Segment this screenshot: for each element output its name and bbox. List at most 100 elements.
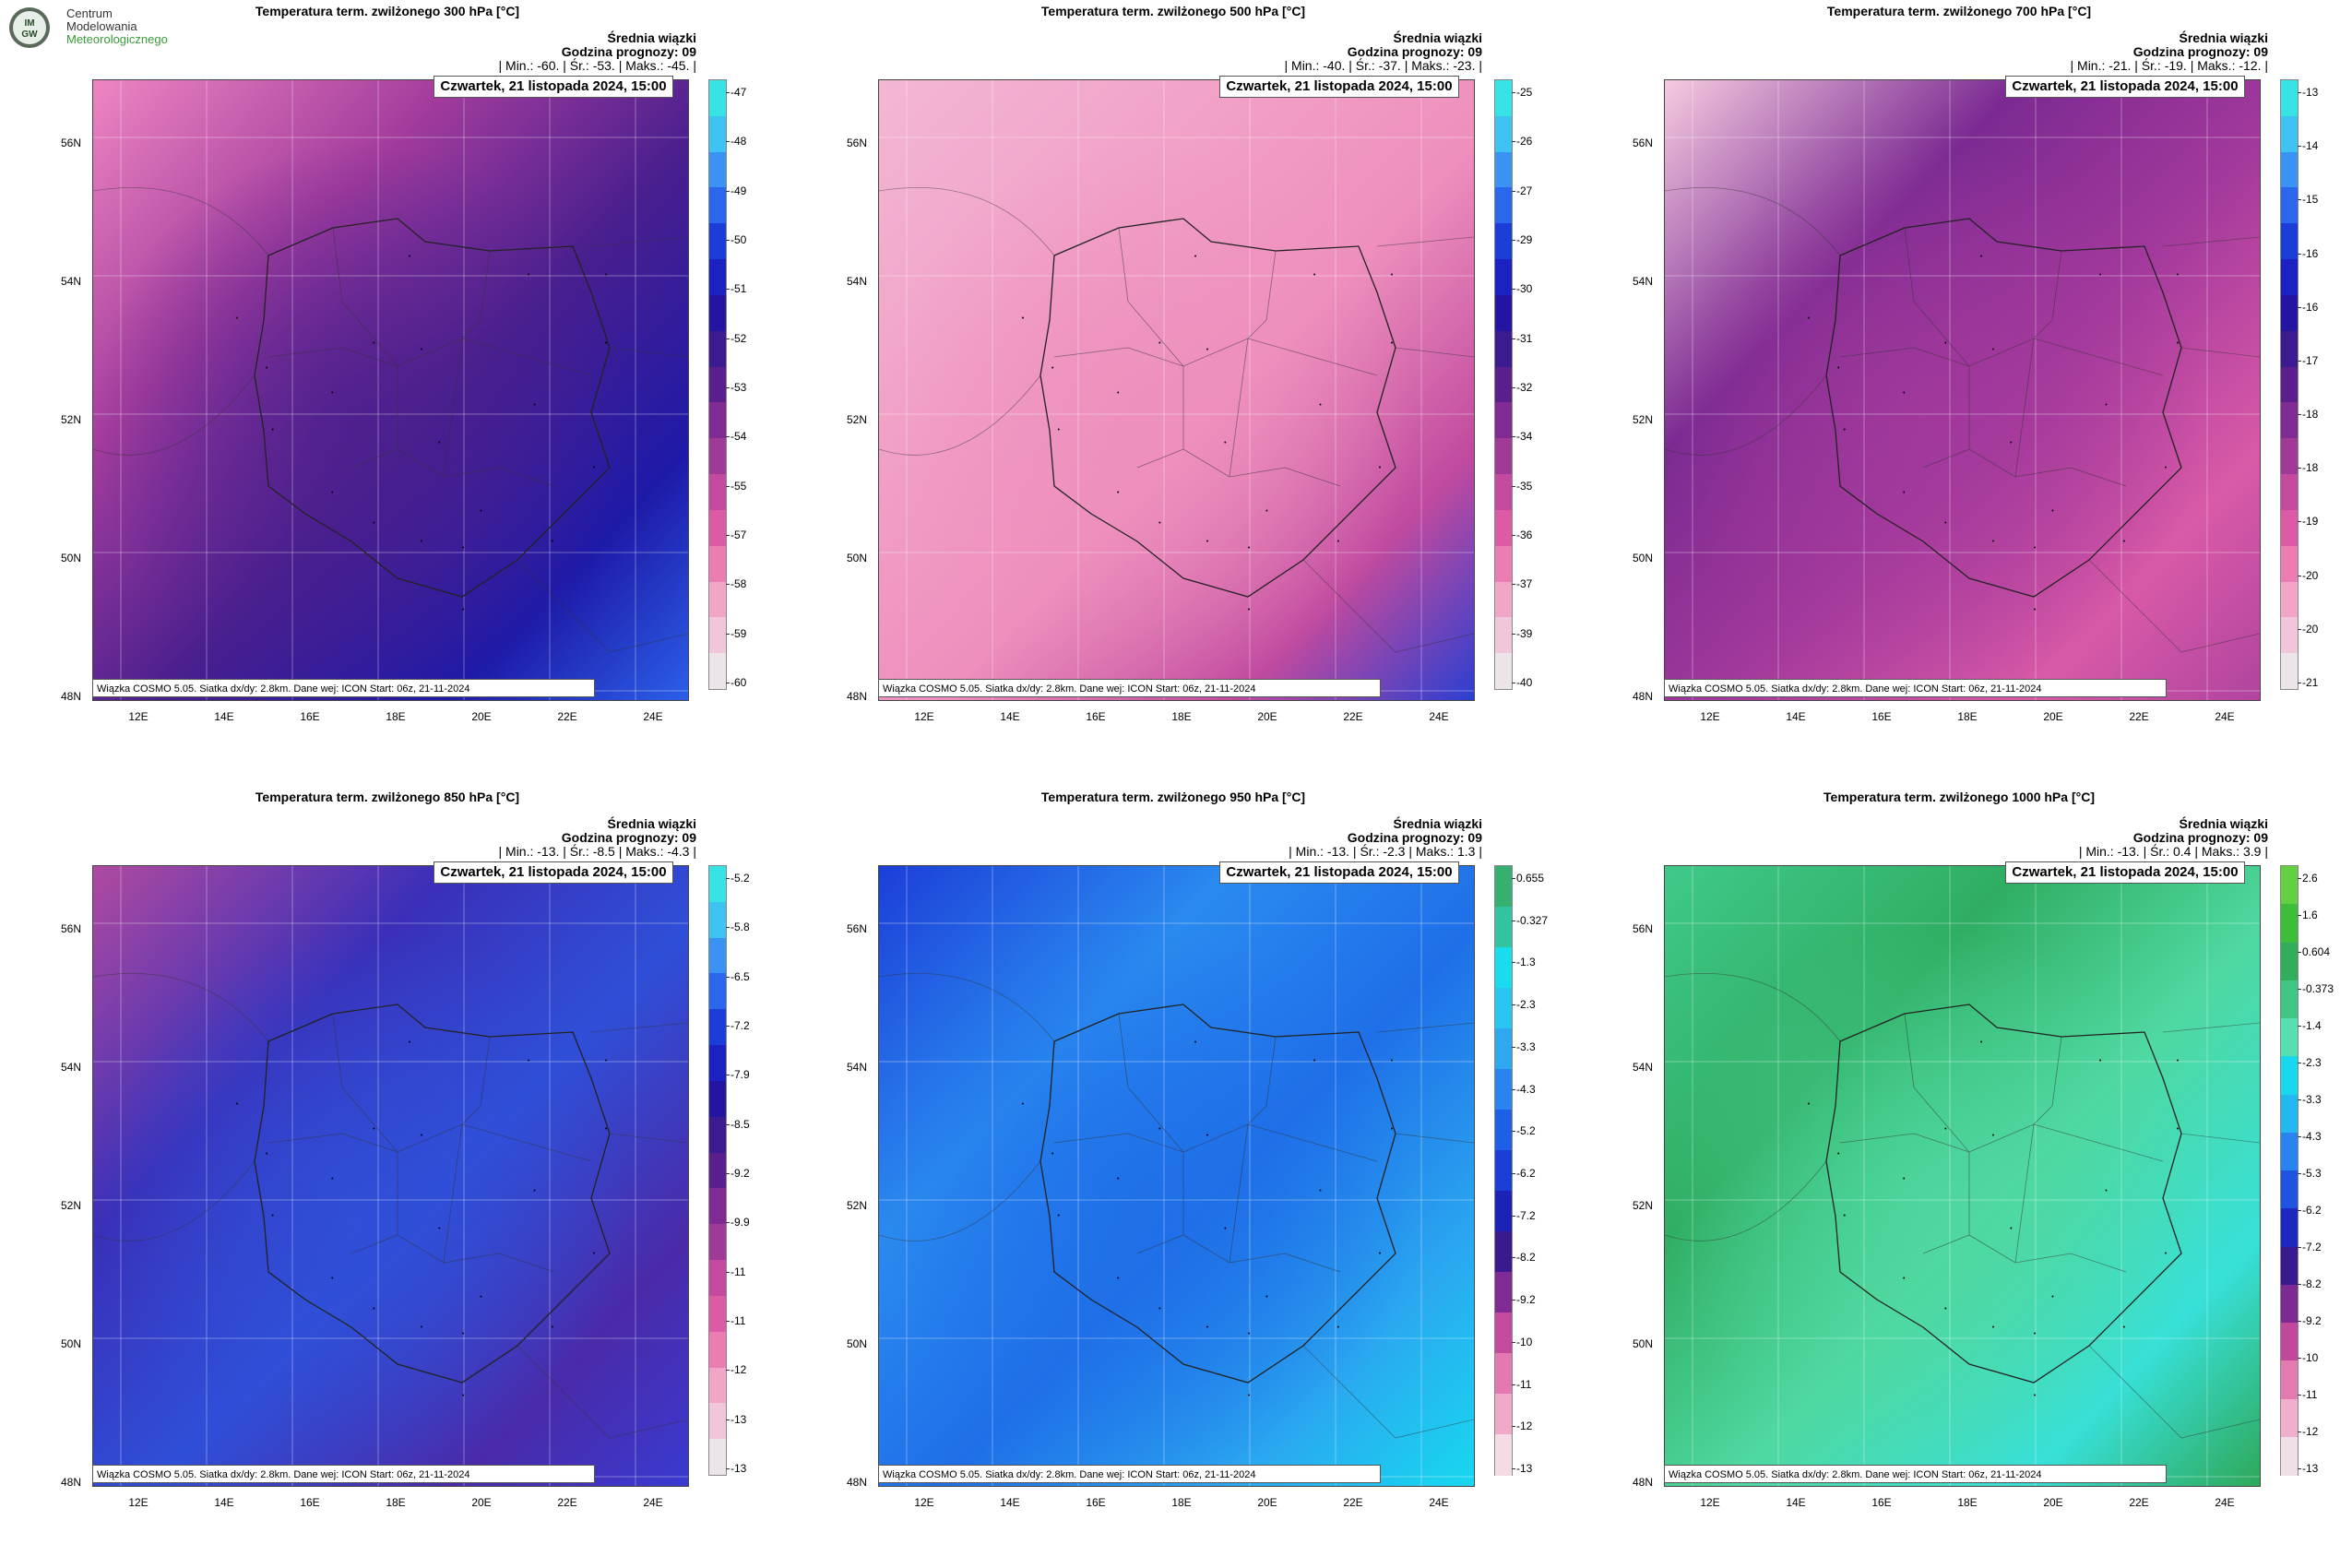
city-marker: • bbox=[1158, 340, 1161, 348]
poland-border bbox=[254, 1004, 611, 1384]
colorbar-label: -53 bbox=[731, 381, 747, 394]
lat-label: 48N bbox=[1632, 1476, 1653, 1489]
panel-title: Temperatura term. zwilżonego 700 hPa [°C… bbox=[1826, 4, 2092, 18]
map-area: • • • • • • • • • • • • • • • • • • • • bbox=[92, 865, 689, 1487]
colorbar-label: -20 bbox=[2302, 568, 2319, 582]
lon-label: 20E bbox=[1257, 1496, 1277, 1509]
city-marker: • bbox=[2051, 507, 2054, 515]
forecast-hour: Godzina prognozy: 09 bbox=[2132, 44, 2268, 59]
lon-label: 14E bbox=[1000, 1496, 1020, 1509]
city-marker: • bbox=[2122, 539, 2126, 546]
city-marker: • bbox=[1265, 1293, 1268, 1301]
stats-title: Średnia wiązki bbox=[1393, 30, 1482, 45]
colorbar-label: -13 bbox=[2302, 1462, 2319, 1475]
colorbar-label: -5.2 bbox=[731, 872, 750, 885]
lon-label: 12E bbox=[914, 710, 934, 723]
city-marker: • bbox=[604, 272, 608, 279]
city-marker: • bbox=[1117, 1275, 1120, 1282]
colorbar-label: -37 bbox=[1516, 577, 1533, 591]
city-marker: • bbox=[533, 1188, 536, 1195]
city-marker: • bbox=[2033, 1331, 2037, 1337]
city-marker: • bbox=[1903, 489, 1906, 496]
lat-label: 56N bbox=[1632, 922, 1653, 935]
lon-label: 22E bbox=[1343, 1496, 1363, 1509]
colorbar-label: -12 bbox=[2302, 1425, 2319, 1438]
colorbar-label: -16 bbox=[2302, 246, 2319, 260]
colorbar-label: -8.2 bbox=[1516, 1251, 1536, 1265]
colorbar-label: -10 bbox=[1516, 1335, 1533, 1348]
poland-border bbox=[1039, 218, 1396, 598]
city-marker: • bbox=[1903, 390, 1906, 397]
map-panel-t850: Temperatura term. zwilżonego 850 hPa [°C… bbox=[0, 786, 766, 1542]
city-marker: • bbox=[266, 1151, 268, 1158]
city-marker: • bbox=[420, 539, 423, 546]
lon-label: 16E bbox=[1086, 1496, 1106, 1509]
neighbour-borders bbox=[93, 973, 688, 1439]
colorbar bbox=[708, 79, 727, 690]
colorbar-label: -49 bbox=[731, 184, 747, 197]
city-marker: • bbox=[1319, 402, 1322, 410]
logo-text: Centrum Modelowania Meteorologicznego bbox=[66, 7, 168, 46]
lon-label: 20E bbox=[471, 710, 492, 723]
colorbar-label: -15 bbox=[2302, 193, 2319, 207]
lon-label: 24E bbox=[1429, 1496, 1449, 1509]
lon-label: 24E bbox=[643, 710, 663, 723]
city-marker: • bbox=[1194, 254, 1197, 261]
colorbar-label: -34 bbox=[1516, 430, 1533, 444]
lat-label: 48N bbox=[60, 690, 81, 703]
lon-label: 24E bbox=[2215, 710, 2235, 723]
colorbar-label: -11 bbox=[731, 1265, 746, 1278]
ensemble-stats: Średnia wiązki Godzina prognozy: 09 | Min.… bbox=[1182, 30, 1483, 73]
city-marker: • bbox=[1158, 1126, 1161, 1134]
valid-date: Czwartek, 21 listopada 2024, 15:00 bbox=[2005, 861, 2245, 884]
city-marker: • bbox=[331, 1176, 334, 1182]
colorbar-label: -6.2 bbox=[1516, 1167, 1536, 1180]
colorbar-label: -25 bbox=[1516, 86, 1533, 99]
valid-date: Czwartek, 21 listopada 2024, 15:00 bbox=[1219, 76, 1459, 98]
city-marker: • bbox=[438, 439, 441, 446]
voivodeship-borders bbox=[1053, 227, 1378, 487]
city-marker: • bbox=[2105, 402, 2108, 410]
city-marker: • bbox=[1991, 1132, 1995, 1139]
city-marker: • bbox=[1336, 539, 1340, 546]
colorbar-label: -11 bbox=[731, 1314, 746, 1327]
city-marker: • bbox=[1903, 1275, 1906, 1282]
city-marker: • bbox=[1158, 520, 1161, 528]
city-marker: • bbox=[1843, 1213, 1846, 1220]
lat-label: 54N bbox=[60, 1061, 81, 1074]
colorbar-label: -1.4 bbox=[2302, 1019, 2322, 1032]
city-marker: • bbox=[533, 402, 536, 410]
map-panel-t300: Temperatura term. zwilżonego 300 hPa [°C… bbox=[0, 0, 766, 756]
panel-title: Temperatura term. zwilżonego 500 hPa [°C… bbox=[1040, 4, 1306, 18]
ensemble-stats: Średnia wiązki Godzina prognozy: 09 | Min.… bbox=[1968, 817, 2268, 859]
lat-label: 56N bbox=[846, 922, 867, 935]
city-marker: • bbox=[1991, 1324, 1995, 1332]
valid-date: Czwartek, 21 listopada 2024, 15:00 bbox=[434, 76, 673, 98]
lat-label: 52N bbox=[60, 413, 81, 426]
voivodeship-borders bbox=[267, 1013, 592, 1273]
min-mean-max: | Min.: -13. | Śr.: -8.5 | Maks.: -4.3 | bbox=[498, 844, 697, 859]
city-marker: • bbox=[461, 607, 465, 614]
colorbar-label: -5.8 bbox=[731, 921, 750, 934]
lon-label: 12E bbox=[914, 1496, 934, 1509]
model-info: Wiązka COSMO 5.05. Siatka dx/dy: 2.8km. … bbox=[92, 1465, 595, 1483]
colorbar-label: -9.2 bbox=[2302, 1314, 2322, 1327]
lat-label: 48N bbox=[846, 1476, 867, 1489]
model-info: Wiązka COSMO 5.05. Siatka dx/dy: 2.8km. … bbox=[92, 679, 595, 697]
colorbar-label: -50 bbox=[731, 233, 747, 246]
city-marker: • bbox=[592, 1250, 596, 1257]
city-marker: • bbox=[373, 520, 375, 528]
colorbar-label: -32 bbox=[1516, 381, 1533, 394]
map-panel-t500: Temperatura term. zwilżonego 500 hPa [°C… bbox=[786, 0, 1551, 756]
city-marker: • bbox=[331, 489, 334, 496]
city-marker: • bbox=[1903, 1176, 1906, 1182]
city-marker: • bbox=[1313, 272, 1316, 279]
colorbar-label: -0.373 bbox=[2302, 982, 2334, 995]
colorbar-label: -5.2 bbox=[1516, 1124, 1536, 1138]
imgw-logo: IM GW Centrum Modelowania Meteorologiczn… bbox=[6, 4, 181, 52]
map-panel-t950: Temperatura term. zwilżonego 950 hPa [°C… bbox=[786, 786, 1551, 1542]
colorbar-label: -11 bbox=[1516, 1377, 1532, 1391]
colorbar-label: -3.3 bbox=[2302, 1093, 2322, 1106]
neighbour-borders bbox=[879, 187, 1474, 653]
lon-label: 14E bbox=[214, 710, 234, 723]
